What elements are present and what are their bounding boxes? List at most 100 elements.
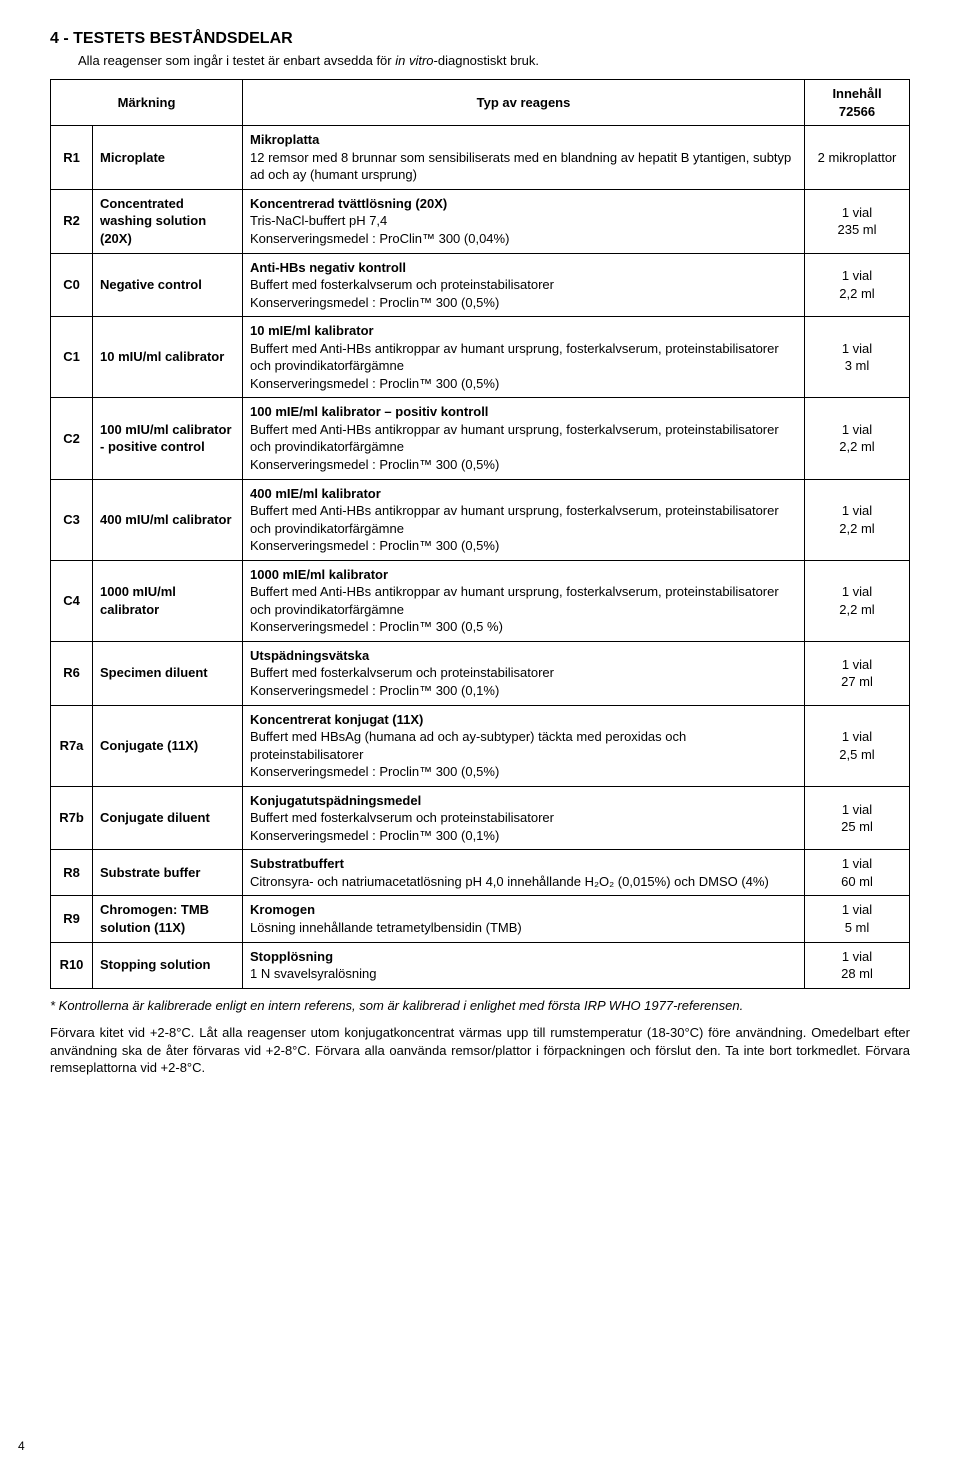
row-desc-title: Substratbuffert xyxy=(250,855,797,873)
table-row: C3400 mIU/ml calibrator400 mIE/ml kalibr… xyxy=(51,479,910,560)
row-code: R1 xyxy=(51,126,93,190)
row-desc-body: Buffert med Anti-HBs antikroppar av huma… xyxy=(250,340,797,393)
row-marking: Microplate xyxy=(93,126,243,190)
page-number: 4 xyxy=(18,1438,25,1454)
header-marking: Märkning xyxy=(51,80,243,126)
section-title: 4 - TESTETS BESTÅNDSDELAR xyxy=(50,28,910,50)
row-marking: Conjugate diluent xyxy=(93,786,243,850)
row-code: C1 xyxy=(51,317,93,398)
row-desc-body: Citronsyra- och natriumacetatlösning pH … xyxy=(250,873,797,891)
row-desc-title: Koncentrerat konjugat (11X) xyxy=(250,711,797,729)
row-desc-body: Buffert med Anti-HBs antikroppar av huma… xyxy=(250,502,797,555)
table-header-row: Märkning Typ av reagens Innehåll 72566 xyxy=(51,80,910,126)
row-desc-title: 1000 mIE/ml kalibrator xyxy=(250,566,797,584)
storage-paragraph: Förvara kitet vid +2-8°C. Låt alla reage… xyxy=(50,1024,910,1077)
table-row: R9Chromogen: TMB solution (11X)KromogenL… xyxy=(51,896,910,942)
row-code: R6 xyxy=(51,641,93,705)
row-quantity: 1 vial 3 ml xyxy=(805,317,910,398)
row-desc-body: Buffert med fosterkalvserum och proteins… xyxy=(250,809,797,844)
row-marking: Specimen diluent xyxy=(93,641,243,705)
row-marking: 10 mIU/ml calibrator xyxy=(93,317,243,398)
row-description: Stopplösning1 N svavelsyralösning xyxy=(243,942,805,988)
row-desc-title: Stopplösning xyxy=(250,948,797,966)
row-code: R9 xyxy=(51,896,93,942)
row-quantity: 1 vial 235 ml xyxy=(805,189,910,253)
row-desc-body: Tris-NaCl-buffert pH 7,4 Konserveringsme… xyxy=(250,212,797,247)
row-code: C2 xyxy=(51,398,93,479)
table-row: C2100 mIU/ml calibrator - positive contr… xyxy=(51,398,910,479)
row-quantity: 2 mikroplattor xyxy=(805,126,910,190)
row-description: SubstratbuffertCitronsyra- och natriumac… xyxy=(243,850,805,896)
row-marking: 400 mIU/ml calibrator xyxy=(93,479,243,560)
row-quantity: 1 vial 5 ml xyxy=(805,896,910,942)
row-quantity: 1 vial 27 ml xyxy=(805,641,910,705)
row-desc-body: Buffert med fosterkalvserum och proteins… xyxy=(250,664,797,699)
row-code: C4 xyxy=(51,560,93,641)
row-marking: 100 mIU/ml calibrator - positive control xyxy=(93,398,243,479)
row-description: KonjugatutspädningsmedelBuffert med fost… xyxy=(243,786,805,850)
row-description: KromogenLösning innehållande tetrametylb… xyxy=(243,896,805,942)
table-row: C0Negative controlAnti-HBs negativ kontr… xyxy=(51,253,910,317)
row-code: C0 xyxy=(51,253,93,317)
row-description: 1000 mIE/ml kalibratorBuffert med Anti-H… xyxy=(243,560,805,641)
row-marking: Substrate buffer xyxy=(93,850,243,896)
row-desc-title: Kromogen xyxy=(250,901,797,919)
row-desc-body: 1 N svavelsyralösning xyxy=(250,965,797,983)
row-quantity: 1 vial 2,2 ml xyxy=(805,398,910,479)
table-row: C110 mIU/ml calibrator10 mIE/ml kalibrat… xyxy=(51,317,910,398)
reagents-table: Märkning Typ av reagens Innehåll 72566 R… xyxy=(50,79,910,989)
row-desc-body: 12 remsor med 8 brunnar som sensibiliser… xyxy=(250,149,797,184)
row-code: C3 xyxy=(51,479,93,560)
row-code: R7b xyxy=(51,786,93,850)
row-desc-title: Koncentrerad tvättlösning (20X) xyxy=(250,195,797,213)
row-desc-body: Buffert med Anti-HBs antikroppar av huma… xyxy=(250,583,797,636)
row-description: 100 mIE/ml kalibrator – positiv kontroll… xyxy=(243,398,805,479)
row-desc-title: 10 mIE/ml kalibrator xyxy=(250,322,797,340)
row-quantity: 1 vial 25 ml xyxy=(805,786,910,850)
row-description: Mikroplatta12 remsor med 8 brunnar som s… xyxy=(243,126,805,190)
row-description: Anti-HBs negativ kontrollBuffert med fos… xyxy=(243,253,805,317)
row-description: Koncentrerad tvättlösning (20X)Tris-NaCl… xyxy=(243,189,805,253)
subtitle-italic: in vitro xyxy=(395,53,433,68)
section-subtitle: Alla reagenser som ingår i testet är enb… xyxy=(50,52,910,70)
row-desc-body: Lösning innehållande tetrametylbensidin … xyxy=(250,919,797,937)
table-row: R1MicroplateMikroplatta12 remsor med 8 b… xyxy=(51,126,910,190)
row-marking: Conjugate (11X) xyxy=(93,705,243,786)
table-row: C41000 mIU/ml calibrator1000 mIE/ml kali… xyxy=(51,560,910,641)
row-quantity: 1 vial 2,5 ml xyxy=(805,705,910,786)
row-desc-body: Buffert med Anti-HBs antikroppar av huma… xyxy=(250,421,797,474)
table-row: R8Substrate bufferSubstratbuffertCitrons… xyxy=(51,850,910,896)
row-desc-title: 100 mIE/ml kalibrator – positiv kontroll xyxy=(250,403,797,421)
subtitle-post: -diagnostiskt bruk. xyxy=(434,53,540,68)
row-desc-title: Mikroplatta xyxy=(250,131,797,149)
row-code: R10 xyxy=(51,942,93,988)
table-row: R7aConjugate (11X)Koncentrerat konjugat … xyxy=(51,705,910,786)
row-desc-title: 400 mIE/ml kalibrator xyxy=(250,485,797,503)
subtitle-pre: Alla reagenser som ingår i testet är enb… xyxy=(78,53,395,68)
row-marking: Concentrated washing solution (20X) xyxy=(93,189,243,253)
table-row: R10Stopping solutionStopplösning1 N svav… xyxy=(51,942,910,988)
row-quantity: 1 vial 2,2 ml xyxy=(805,479,910,560)
row-quantity: 1 vial 28 ml xyxy=(805,942,910,988)
row-description: 10 mIE/ml kalibratorBuffert med Anti-HBs… xyxy=(243,317,805,398)
row-desc-body: Buffert med fosterkalvserum och proteins… xyxy=(250,276,797,311)
row-desc-title: Anti-HBs negativ kontroll xyxy=(250,259,797,277)
row-quantity: 1 vial 2,2 ml xyxy=(805,253,910,317)
row-code: R2 xyxy=(51,189,93,253)
row-marking: Negative control xyxy=(93,253,243,317)
row-marking: 1000 mIU/ml calibrator xyxy=(93,560,243,641)
table-row: R7bConjugate diluentKonjugatutspädningsm… xyxy=(51,786,910,850)
row-description: 400 mIE/ml kalibratorBuffert med Anti-HB… xyxy=(243,479,805,560)
row-description: UtspädningsvätskaBuffert med fosterkalvs… xyxy=(243,641,805,705)
row-marking: Stopping solution xyxy=(93,942,243,988)
row-quantity: 1 vial 2,2 ml xyxy=(805,560,910,641)
row-code: R8 xyxy=(51,850,93,896)
row-description: Koncentrerat konjugat (11X)Buffert med H… xyxy=(243,705,805,786)
row-desc-body: Buffert med HBsAg (humana ad och ay-subt… xyxy=(250,728,797,781)
row-quantity: 1 vial 60 ml xyxy=(805,850,910,896)
header-content: Innehåll 72566 xyxy=(805,80,910,126)
row-marking: Chromogen: TMB solution (11X) xyxy=(93,896,243,942)
table-row: R2Concentrated washing solution (20X)Kon… xyxy=(51,189,910,253)
header-type: Typ av reagens xyxy=(243,80,805,126)
row-desc-title: Konjugatutspädningsmedel xyxy=(250,792,797,810)
